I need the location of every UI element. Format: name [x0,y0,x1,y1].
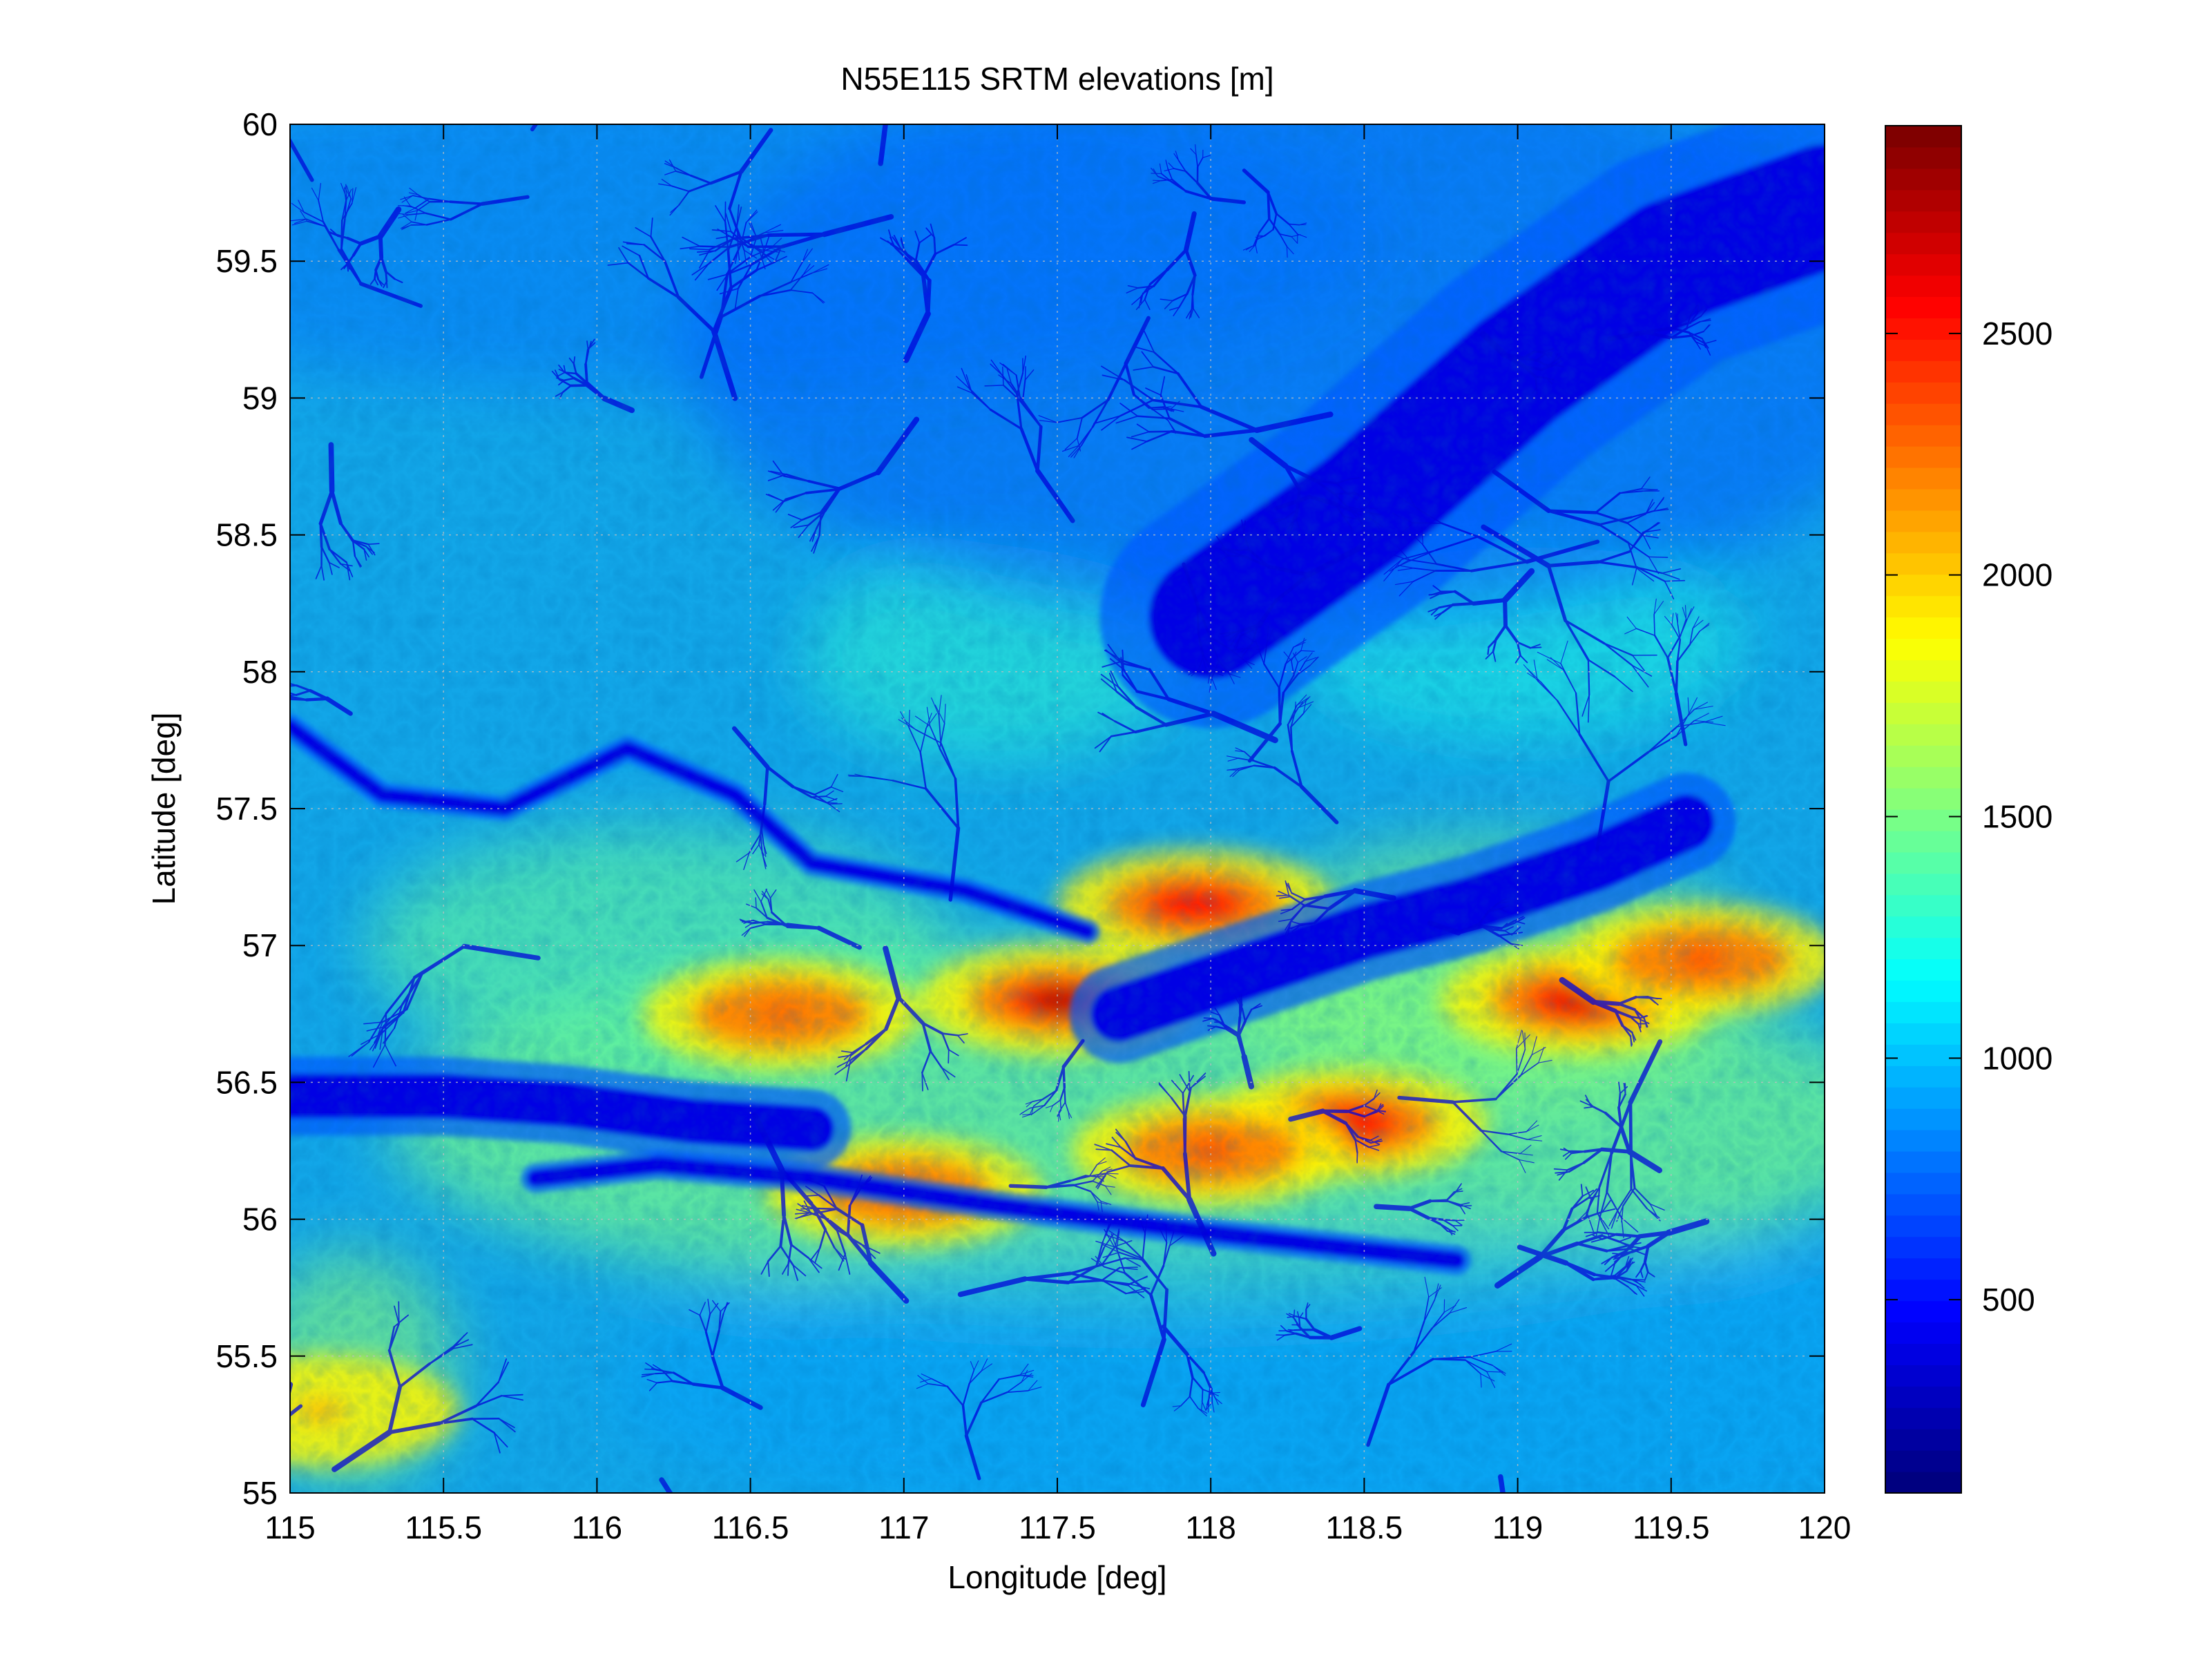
colorbar-band [1885,403,1961,425]
colorbar-band [1885,168,1961,191]
elevation-heatmap [290,124,1825,1493]
colorbar-band [1885,1407,1961,1429]
colorbar-band [1885,767,1961,789]
colorbar-tick-label: 2500 [1982,316,2052,351]
colorbar-band [1885,146,1961,169]
colorbar-band [1885,189,1961,212]
colorbar-band [1885,382,1961,404]
x-tick-label: 117.5 [1019,1510,1096,1545]
x-tick-label: 119.5 [1633,1510,1710,1545]
colorbar-frame [1885,125,1962,1494]
x-tick-label: 115 [265,1510,315,1545]
colorbar-band [1885,702,1961,724]
colorbar-band [1885,894,1961,917]
colorbar-band [1885,681,1961,703]
x-tick-label: 116.5 [712,1510,789,1545]
colorbar-band [1885,617,1961,639]
colorbar-band [1885,937,1961,960]
colorbar-band [1885,531,1961,554]
colorbar-band [1885,232,1961,255]
colorbar-band [1885,809,1961,831]
colorbar-band [1885,1066,1961,1088]
y-tick-label: 58.5 [215,517,278,553]
colorbar-band [1885,958,1961,981]
colorbar-band [1885,126,1961,148]
y-axis-label: Latitude [deg] [146,713,182,905]
colorbar-band [1885,745,1961,767]
x-tick-label: 118 [1186,1510,1236,1545]
colorbar-tick-label: 500 [1982,1282,2035,1318]
colorbar-band [1885,1429,1961,1451]
colorbar-band [1885,211,1961,233]
colorbar-band [1885,1343,1961,1365]
colorbar-band [1885,510,1961,532]
colorbar-band [1885,1365,1961,1387]
y-tick-label: 55 [242,1475,278,1511]
colorbar-band [1885,552,1961,575]
colorbar-band [1885,1322,1961,1344]
colorbar-band [1885,574,1961,597]
colorbar-band [1885,595,1961,618]
colorbar-band [1885,851,1961,874]
colorbar-band [1885,830,1961,853]
y-tick-label: 57 [242,927,278,963]
colorbar-band [1885,360,1961,383]
colorbar-band [1885,275,1961,298]
colorbar-band [1885,1130,1961,1152]
colorbar-band [1885,318,1961,340]
y-tick-label: 60 [242,106,278,142]
colorbar-band [1885,1215,1961,1237]
y-tick-label: 59.5 [215,243,278,279]
colorbar-band [1885,659,1961,682]
colorbar: 500 1000 1500 2000 2500 [1885,125,2052,1494]
colorbar-band [1885,1087,1961,1109]
y-tick-label: 56.5 [215,1064,278,1100]
y-tick-label: 58 [242,654,278,690]
colorbar-band [1885,788,1961,810]
colorbar-band [1885,1386,1961,1408]
colorbar-band [1885,1023,1961,1045]
colorbar-tick-label: 1500 [1982,798,2052,834]
colorbar-band [1885,253,1961,276]
colorbar-tick-label: 1000 [1982,1040,2052,1076]
colorbar-band [1885,638,1961,661]
x-tick-label: 116 [572,1510,622,1545]
colorbar-band [1885,1236,1961,1259]
x-axis-label: Longitude [deg] [948,1559,1166,1595]
colorbar-band [1885,1279,1961,1302]
colorbar-band [1885,1472,1961,1494]
colorbar-band [1885,1257,1961,1280]
x-tick-label: 120 [1798,1510,1852,1545]
colorbar-band [1885,1300,1961,1323]
colorbar-tick-label: 2000 [1982,557,2052,593]
colorbar-band [1885,1193,1961,1216]
colorbar-band [1885,1001,1961,1023]
colorbar-band [1885,873,1961,896]
x-tick-label: 118.5 [1326,1510,1403,1545]
x-tick-label: 119 [1492,1510,1543,1545]
colorbar-band [1885,446,1961,468]
colorbar-band [1885,467,1961,490]
colorbar-band [1885,425,1961,447]
colorbar-band [1885,1108,1961,1130]
colorbar-band [1885,1450,1961,1472]
x-tick-label: 117 [878,1510,929,1545]
colorbar-band [1885,980,1961,1003]
y-tick-label: 56 [242,1202,278,1237]
colorbar-band [1885,724,1961,746]
y-tick-label: 55.5 [215,1338,278,1374]
y-tick-label: 59 [242,380,278,416]
chart-title: N55E115 SRTM elevations [m] [840,61,1273,97]
axes: 115 115.5 116 116.5 117 117.5 118 118.5 119 119.5… [215,106,1851,1545]
colorbar-band [1885,339,1961,361]
colorbar-band [1885,1172,1961,1195]
colorbar-band [1885,1044,1961,1066]
y-tick-label: 57.5 [215,791,278,827]
colorbar-band [1885,296,1961,319]
x-tick-label: 115.5 [405,1510,482,1545]
colorbar-band [1885,488,1961,511]
colorbar-band [1885,1151,1961,1173]
colorbar-band [1885,916,1961,938]
